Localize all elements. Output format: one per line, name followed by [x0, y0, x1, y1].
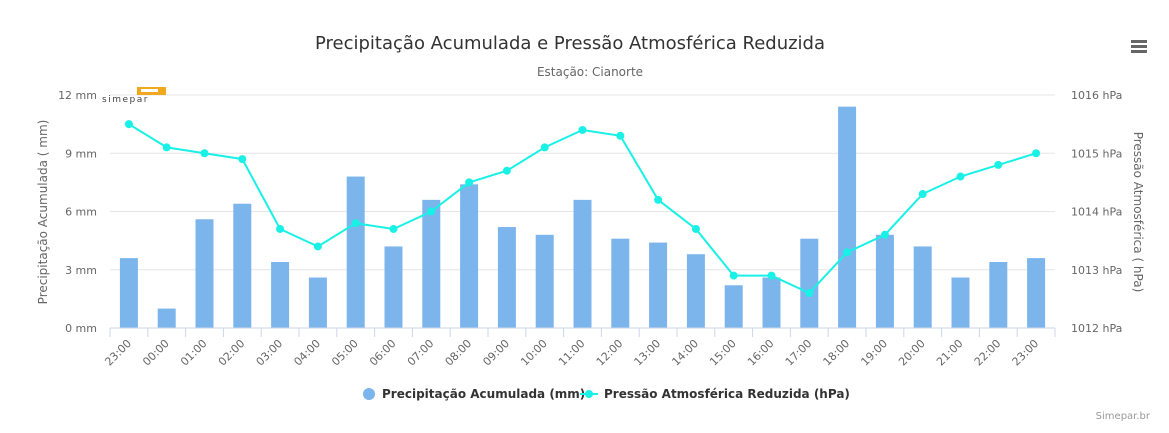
bar: [384, 246, 403, 328]
bar: [233, 203, 252, 328]
line-point: [540, 143, 549, 152]
bar: [460, 184, 479, 328]
line-point: [313, 242, 322, 251]
y-right-tick-label: 1012 hPa: [1071, 322, 1122, 335]
line-point: [956, 172, 965, 181]
left-axis-labels: 0 mm 3 mm 6 mm 9 mm 12 mm: [58, 89, 97, 335]
line-point: [162, 143, 171, 152]
line-point: [389, 224, 398, 233]
bar: [762, 277, 781, 328]
bar: [195, 219, 214, 328]
line-point: [729, 271, 738, 280]
bar: [951, 277, 970, 328]
line-point: [1032, 149, 1041, 158]
y-left-tick-label: 3 mm: [65, 264, 97, 277]
bar: [535, 234, 554, 328]
y-right-tick-label: 1014 hPa: [1071, 206, 1122, 219]
bar: [686, 254, 705, 328]
line-point: [427, 207, 436, 216]
line-point: [918, 190, 927, 199]
line-point: [276, 224, 285, 233]
line-point: [767, 271, 776, 280]
y-left-tick-label: 0 mm: [65, 322, 97, 335]
bar: [308, 277, 327, 328]
line-series: [124, 120, 1041, 298]
line-point: [465, 178, 474, 187]
bar: [497, 227, 516, 328]
legend-item-precipitation[interactable]: Precipitação Acumulada (mm): [363, 387, 585, 401]
bar: [838, 106, 857, 329]
line-point: [843, 248, 852, 257]
chart-title: Precipitação Acumulada e Pressão Atmosfé…: [315, 33, 825, 54]
chart-subtitle: Estação: Cianorte: [537, 65, 643, 79]
line-point: [994, 160, 1003, 169]
line-point: [200, 149, 209, 158]
line-point: [578, 125, 587, 134]
y-left-tick-label: 6 mm: [65, 206, 97, 219]
line-point: [502, 166, 511, 175]
bar: [346, 176, 365, 328]
legend: Precipitação Acumulada (mm) Pressão Atmos…: [363, 387, 850, 401]
y-axis-right-title: Pressão Atmosférica ( hPa): [1131, 132, 1145, 293]
line-point: [691, 224, 700, 233]
bar: [800, 238, 819, 328]
bar: [1027, 258, 1046, 328]
legend-symbol: [363, 388, 375, 400]
line-point: [351, 219, 360, 228]
bar: [573, 199, 592, 328]
legend-item-pressure[interactable]: Pressão Atmosférica Reduzida (hPa): [580, 387, 850, 401]
menu-button[interactable]: [1126, 34, 1152, 56]
y-axis-left-title: Precipitação Acumulada ( mm): [36, 120, 50, 305]
line-point: [616, 131, 625, 140]
bar: [989, 261, 1008, 328]
line-point: [805, 289, 814, 298]
y-right-tick-label: 1015 hPa: [1071, 147, 1122, 160]
legend-symbol: [585, 390, 593, 398]
y-right-tick-label: 1016 hPa: [1071, 89, 1122, 102]
line-point: [124, 120, 133, 129]
bar: [611, 238, 630, 328]
bar: [913, 246, 932, 328]
legend-label: Precipitação Acumulada (mm): [382, 387, 585, 401]
line-point: [654, 195, 663, 204]
y-right-tick-label: 1013 hPa: [1071, 264, 1122, 277]
bar: [157, 308, 176, 328]
bar: [271, 261, 290, 328]
line-point: [238, 155, 247, 164]
bar: [422, 199, 441, 328]
logo-text: simepar: [102, 95, 149, 105]
legend-label: Pressão Atmosférica Reduzida (hPa): [604, 387, 850, 401]
credits[interactable]: Simepar.br: [1096, 411, 1151, 422]
hamburger-menu-icon: [1131, 40, 1147, 53]
line-point: [880, 230, 889, 239]
right-axis-labels: 1012 hPa 1013 hPa 1014 hPa 1015 hPa 1016 hPa: [1071, 89, 1122, 335]
y-left-tick-label: 9 mm: [65, 147, 97, 160]
bar: [649, 242, 668, 328]
y-left-tick-label: 12 mm: [58, 89, 97, 102]
bar-series: [119, 106, 1046, 329]
bar: [119, 258, 138, 328]
logo: simepar: [102, 87, 166, 105]
bar: [875, 234, 894, 328]
bar: [724, 285, 743, 328]
